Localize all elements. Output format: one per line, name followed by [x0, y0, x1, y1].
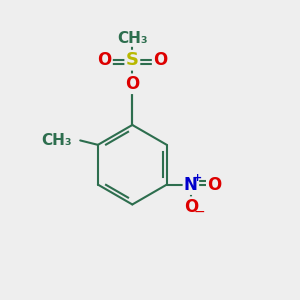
Text: N: N — [184, 176, 198, 194]
Text: CH₃: CH₃ — [41, 133, 72, 148]
Text: O: O — [207, 176, 222, 194]
Text: O: O — [153, 51, 167, 69]
Text: O: O — [184, 198, 198, 216]
Text: S: S — [126, 51, 139, 69]
Text: O: O — [125, 75, 140, 93]
Text: CH₃: CH₃ — [117, 31, 148, 46]
Text: O: O — [97, 51, 112, 69]
Text: −: − — [193, 205, 205, 219]
Text: +: + — [193, 173, 202, 183]
